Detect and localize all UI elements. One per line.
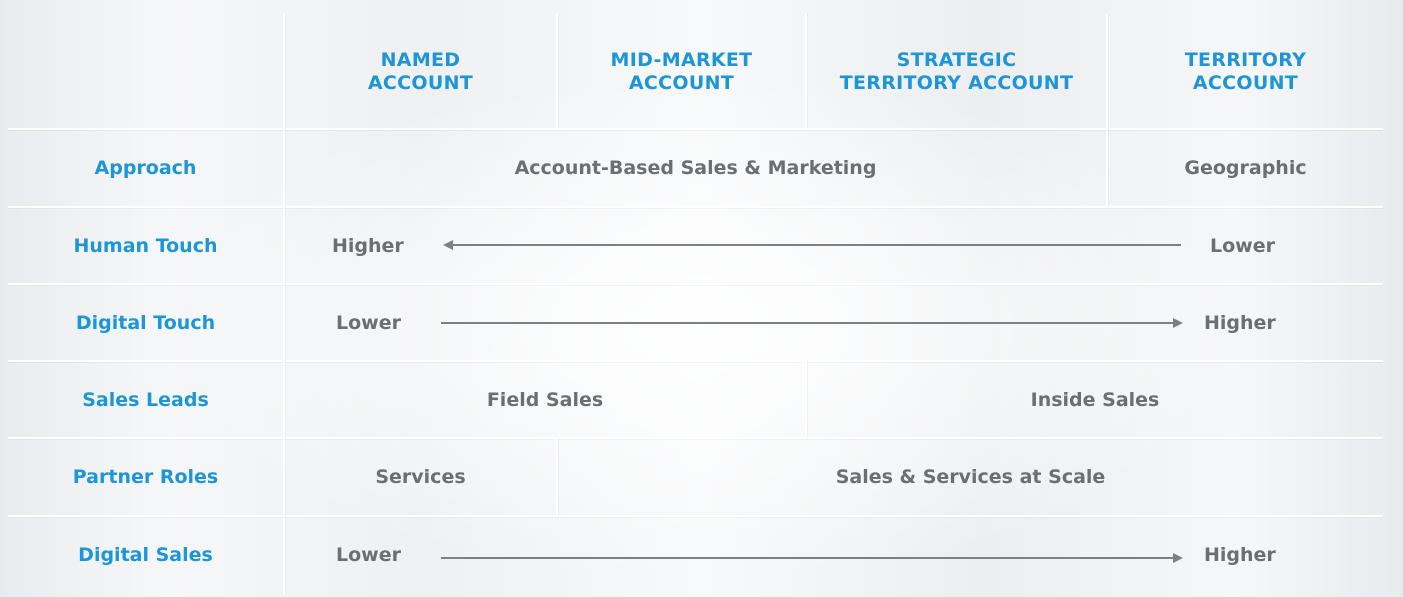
row-label-sales-leads: Sales Leads [82,388,209,411]
arrow-left-icon [443,240,453,250]
divider [556,437,558,516]
row-label-approach: Approach [94,157,197,179]
arrow-line [451,244,1181,246]
divider [1106,14,1108,207]
divider [8,206,1383,208]
divider [8,437,1383,439]
column-header-mid-market-account: MID-MARKET ACCOUNT [610,49,753,94]
partner-roles-services: Services [375,466,466,488]
column-header-territory-account: TERRITORY ACCOUNT [1184,49,1307,94]
divider [8,360,1383,362]
arrow-right-icon [1173,553,1183,563]
human-touch-end: Lower [1210,234,1275,257]
divider [8,283,1383,285]
column-header-strategic-territory-account: STRATEGIC TERRITORY ACCOUNT [839,49,1074,94]
partner-roles-scale: Sales & Services at Scale [835,466,1106,488]
row-label-digital-sales: Digital Sales [78,544,213,566]
digital-sales-end: Higher [1204,544,1276,566]
divider [805,14,807,129]
digital-touch-start: Lower [336,311,401,334]
arrow-right-icon [1173,318,1183,328]
divider [556,14,558,129]
arrow-line [441,322,1176,324]
row-label-human-touch: Human Touch [73,234,218,257]
approach-account-based: Account-Based Sales & Marketing [514,157,877,179]
approach-geographic: Geographic [1184,157,1307,179]
divider [283,14,285,594]
sales-leads-field: Field Sales [486,388,604,411]
human-touch-start: Higher [332,234,404,257]
sales-leads-inside: Inside Sales [1030,388,1160,411]
digital-sales-start: Lower [336,544,401,566]
arrow-line [441,557,1176,559]
column-header-named-account: NAMED ACCOUNT [367,49,474,94]
divider [805,360,807,438]
row-label-partner-roles: Partner Roles [72,466,219,488]
divider [8,515,1383,517]
divider [8,128,1383,130]
digital-touch-end: Higher [1204,311,1276,334]
row-label-digital-touch: Digital Touch [75,311,216,334]
